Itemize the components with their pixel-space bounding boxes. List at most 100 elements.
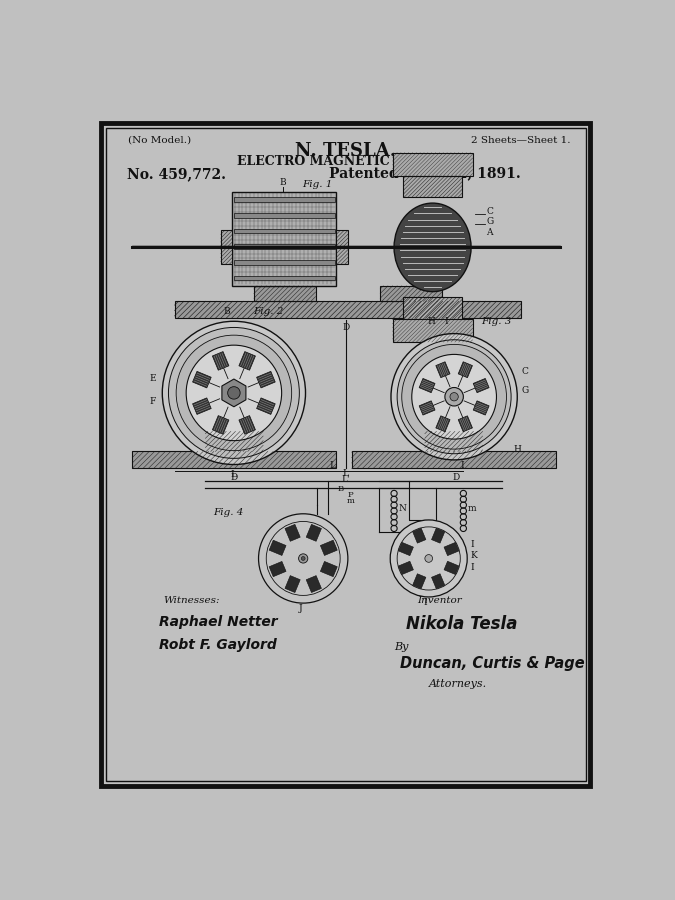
Text: P: P xyxy=(348,491,354,499)
Circle shape xyxy=(162,321,306,464)
Circle shape xyxy=(402,345,506,449)
Text: Witnesses:: Witnesses: xyxy=(163,596,219,605)
Text: m: m xyxy=(468,504,477,513)
Text: By: By xyxy=(394,642,408,652)
Polygon shape xyxy=(269,562,286,577)
Circle shape xyxy=(391,334,517,460)
Text: F: F xyxy=(150,398,156,407)
Polygon shape xyxy=(256,398,275,414)
Circle shape xyxy=(412,355,497,439)
Polygon shape xyxy=(306,525,321,541)
Bar xyxy=(132,452,336,468)
Text: H: H xyxy=(427,318,435,327)
Bar xyxy=(234,245,335,249)
Text: L: L xyxy=(231,470,237,479)
Text: Duncan, Curtis & Page: Duncan, Curtis & Page xyxy=(400,656,585,671)
Text: K: K xyxy=(470,552,477,561)
Text: L: L xyxy=(342,469,348,478)
Text: Inventor: Inventor xyxy=(417,596,462,605)
Polygon shape xyxy=(213,352,229,370)
Bar xyxy=(232,192,336,286)
Polygon shape xyxy=(222,379,246,407)
Text: D: D xyxy=(343,323,350,332)
Circle shape xyxy=(176,335,292,451)
Bar xyxy=(205,431,263,452)
Text: I: I xyxy=(470,563,474,572)
Bar xyxy=(380,286,442,302)
Text: L: L xyxy=(329,461,335,470)
Circle shape xyxy=(445,388,463,406)
Polygon shape xyxy=(213,416,229,434)
Polygon shape xyxy=(412,574,426,589)
Circle shape xyxy=(390,520,467,597)
Text: I: I xyxy=(445,318,448,327)
Circle shape xyxy=(259,514,348,603)
Polygon shape xyxy=(192,372,211,388)
Ellipse shape xyxy=(394,203,471,292)
Polygon shape xyxy=(473,400,489,415)
Circle shape xyxy=(397,340,511,454)
Bar xyxy=(393,319,472,342)
Text: H: H xyxy=(514,446,521,454)
Circle shape xyxy=(186,346,281,441)
Text: Fig. 3: Fig. 3 xyxy=(481,318,512,327)
Text: G: G xyxy=(521,386,529,395)
Polygon shape xyxy=(398,562,413,574)
Text: J: J xyxy=(299,604,303,613)
Bar xyxy=(393,153,472,176)
Text: 2 Sheets—Sheet 1.: 2 Sheets—Sheet 1. xyxy=(471,136,571,145)
Bar xyxy=(254,286,315,302)
Text: B: B xyxy=(337,485,344,492)
Polygon shape xyxy=(398,543,413,555)
Text: (No Model.): (No Model.) xyxy=(128,136,191,145)
Text: I: I xyxy=(470,540,474,549)
Text: Fig. 4: Fig. 4 xyxy=(213,508,244,517)
Polygon shape xyxy=(321,540,338,555)
Text: Raphael Netter: Raphael Netter xyxy=(159,616,278,629)
Polygon shape xyxy=(239,352,255,370)
Bar xyxy=(425,431,483,452)
Polygon shape xyxy=(256,372,275,388)
Text: A: A xyxy=(487,228,493,237)
Polygon shape xyxy=(192,398,211,414)
Text: I: I xyxy=(460,461,464,470)
Text: C: C xyxy=(487,207,493,216)
Polygon shape xyxy=(285,576,300,592)
Polygon shape xyxy=(419,400,435,415)
Bar xyxy=(234,275,335,281)
Text: Attorneys.: Attorneys. xyxy=(429,679,487,689)
Polygon shape xyxy=(458,362,472,378)
Text: D: D xyxy=(452,473,459,482)
Text: E: E xyxy=(150,374,157,383)
Bar xyxy=(234,213,335,218)
Circle shape xyxy=(227,387,240,399)
Bar xyxy=(403,176,462,197)
Text: Fig. 2: Fig. 2 xyxy=(253,307,284,316)
Polygon shape xyxy=(431,574,445,589)
Polygon shape xyxy=(269,540,286,555)
Polygon shape xyxy=(444,543,459,555)
Text: N. TESLA.: N. TESLA. xyxy=(295,142,396,160)
Polygon shape xyxy=(419,378,435,392)
Bar xyxy=(403,297,462,319)
Text: Nikola Tesla: Nikola Tesla xyxy=(406,615,517,633)
Circle shape xyxy=(301,556,305,561)
Circle shape xyxy=(298,554,308,563)
Polygon shape xyxy=(285,525,300,541)
Text: Fig. 1: Fig. 1 xyxy=(302,180,332,189)
Polygon shape xyxy=(436,362,450,378)
Polygon shape xyxy=(444,562,459,574)
Polygon shape xyxy=(306,576,321,592)
Bar xyxy=(175,302,521,319)
Text: Robt F. Gaylord: Robt F. Gaylord xyxy=(159,638,277,652)
Polygon shape xyxy=(412,528,426,543)
Text: Patented Sept. 22, 1891.: Patented Sept. 22, 1891. xyxy=(329,167,520,181)
Text: D: D xyxy=(230,473,238,482)
Text: C: C xyxy=(521,366,528,375)
Bar xyxy=(234,260,335,265)
Bar xyxy=(234,229,335,233)
Text: ELECTRO MAGNETIC MOTOR.: ELECTRO MAGNETIC MOTOR. xyxy=(237,156,454,168)
Text: No. 459,772.: No. 459,772. xyxy=(128,167,226,181)
Polygon shape xyxy=(239,416,255,434)
Bar xyxy=(221,230,232,265)
